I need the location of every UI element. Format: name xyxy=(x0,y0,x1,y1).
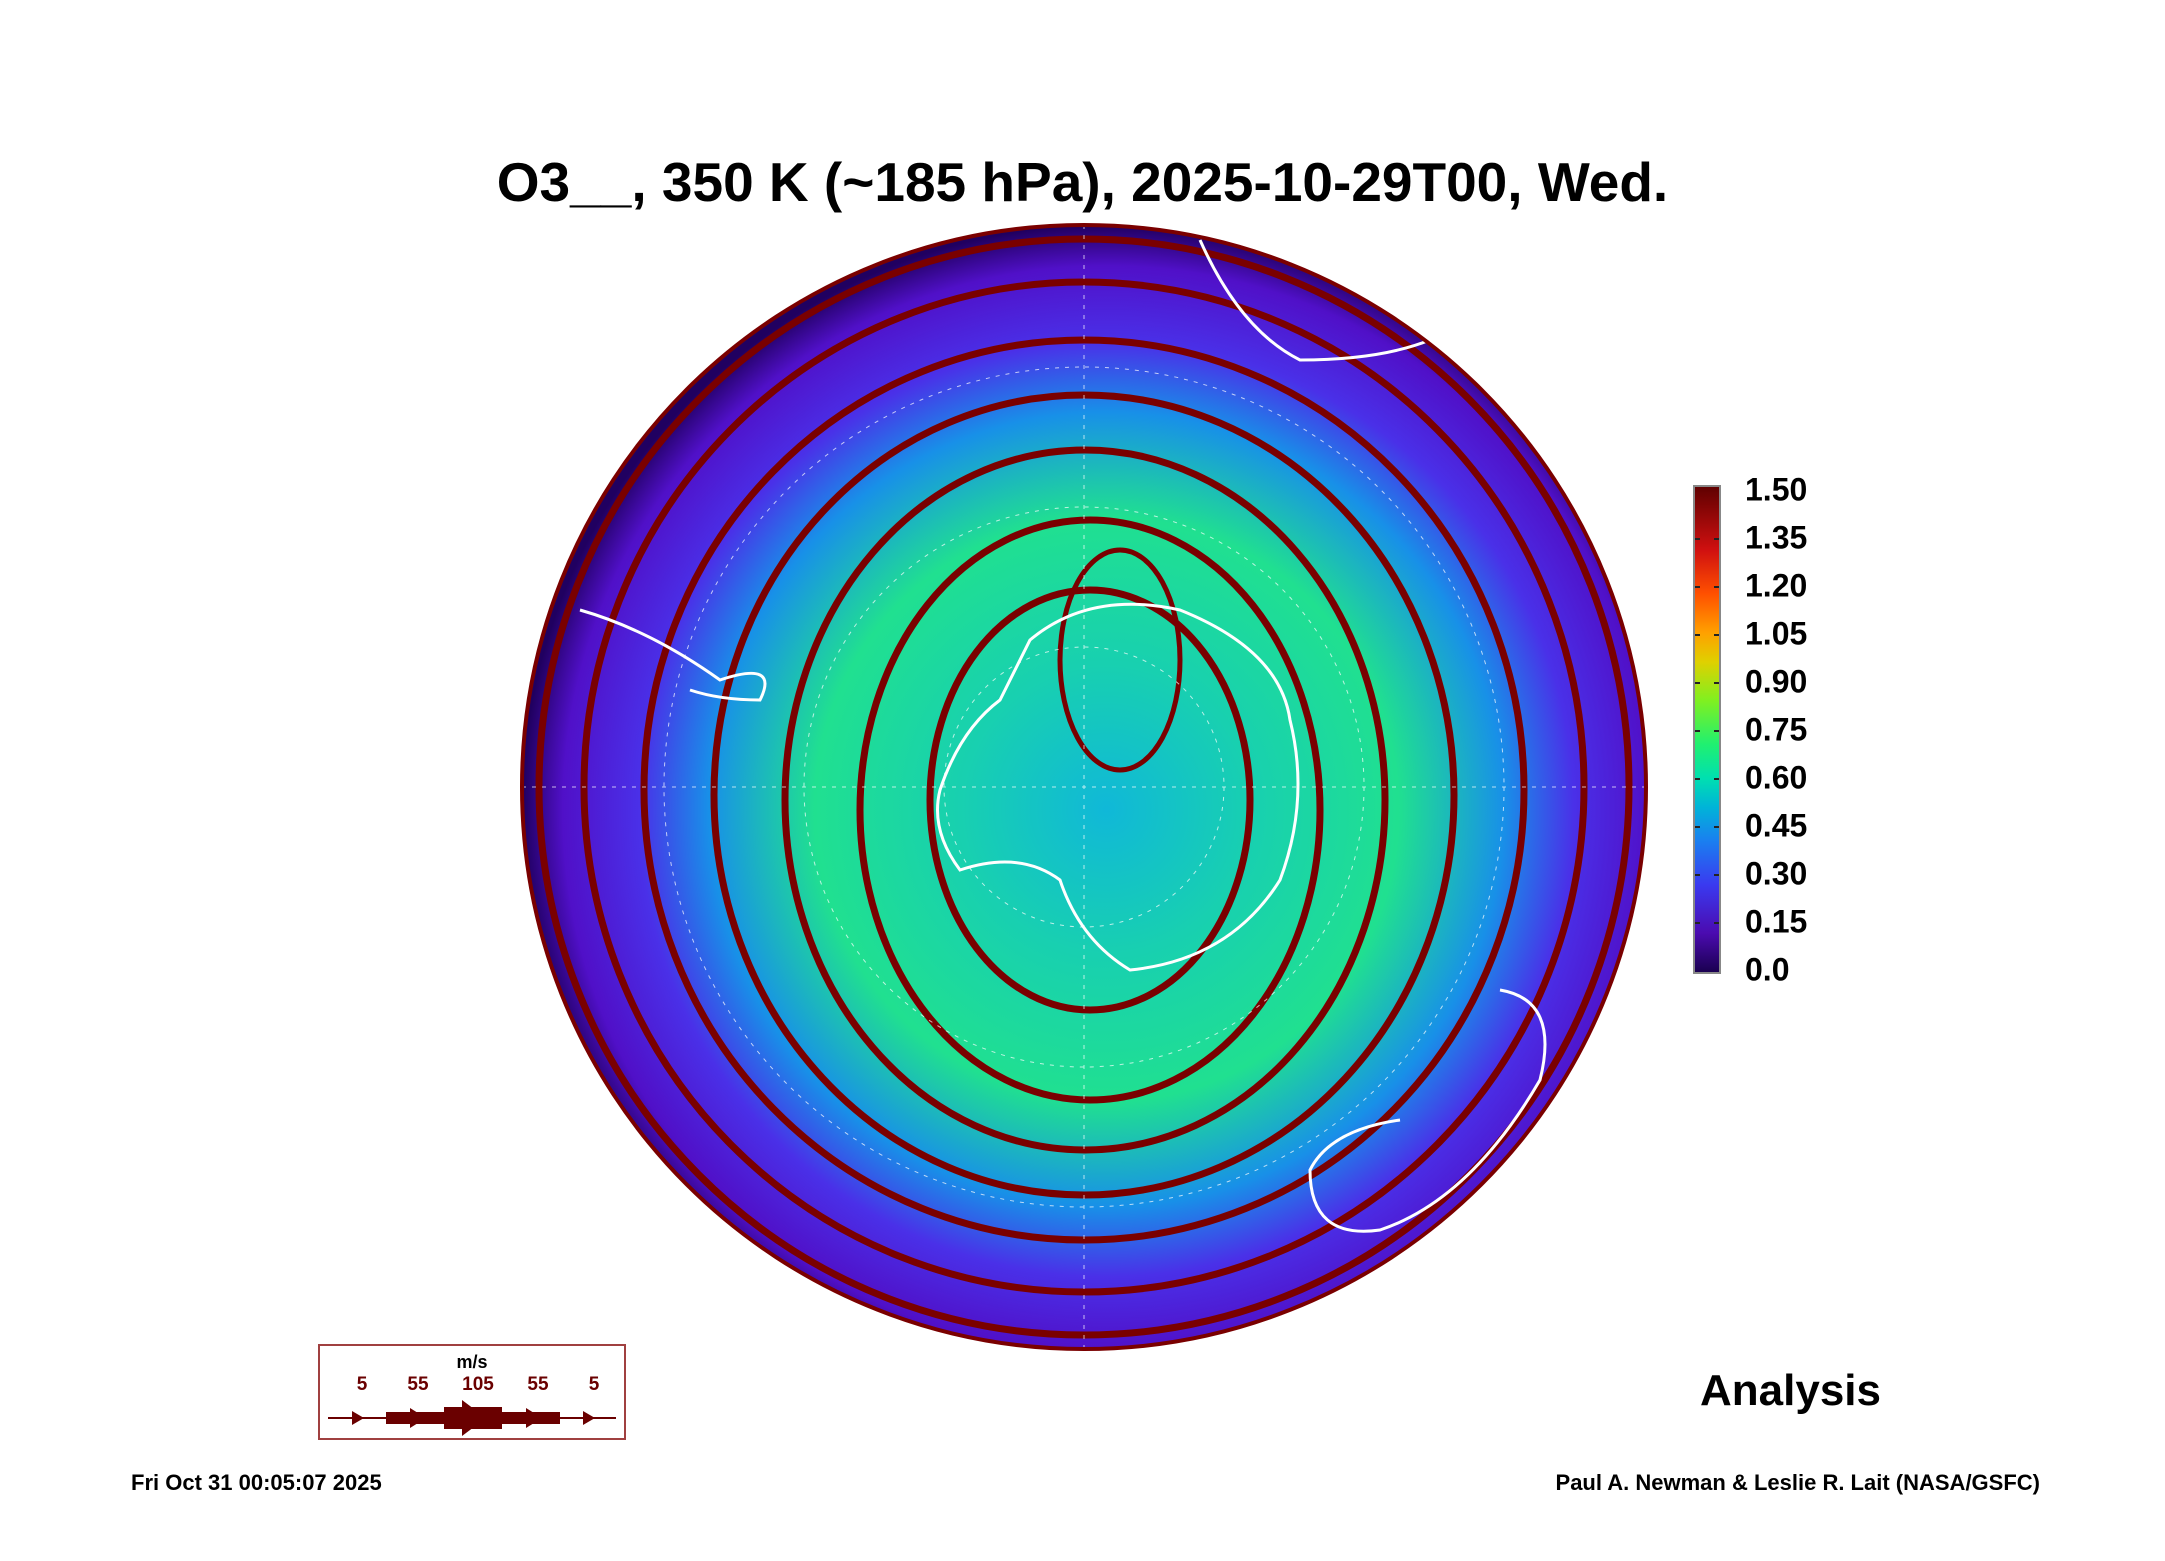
colorbar-tick-label: 0.0 xyxy=(1745,951,1790,988)
colorbar-tick-label: 1.20 xyxy=(1745,567,1808,604)
wind-label: 5 xyxy=(588,1374,600,1395)
streamline xyxy=(781,446,1389,1154)
colorbar xyxy=(1693,485,1721,974)
streamline xyxy=(640,336,1528,1244)
wind-label: 105 xyxy=(462,1374,494,1395)
colorbar-tick-label: 0.60 xyxy=(1745,759,1808,796)
colorbar-tick-label: 0.75 xyxy=(1745,711,1808,748)
wind-unit-label: m/s xyxy=(456,1352,488,1372)
graticule xyxy=(522,225,1646,1349)
colorbar-tick-label: 1.50 xyxy=(1745,471,1808,508)
colorbar-tick-label: 0.30 xyxy=(1745,855,1808,892)
wind-arrow-scale xyxy=(328,1400,616,1436)
wind-label: 5 xyxy=(356,1374,368,1395)
colorbar-tick-label: 0.45 xyxy=(1745,807,1808,844)
streamline xyxy=(856,516,1324,1104)
colorbar-tick-label: 0.15 xyxy=(1745,903,1808,940)
timestamp: Fri Oct 31 00:05:07 2025 xyxy=(131,1470,382,1495)
analysis-label: Analysis xyxy=(1700,1366,1881,1415)
wind-speed-legend: m/s 5 55 105 55 5 xyxy=(318,1344,626,1440)
wind-label: 55 xyxy=(407,1374,429,1395)
coastlines xyxy=(579,239,1547,1233)
colorbar-tick-label: 0.90 xyxy=(1745,663,1808,700)
colorbar-tick-label: 1.05 xyxy=(1745,615,1808,652)
colorbar-tick-label: 1.35 xyxy=(1745,519,1808,556)
credit: Paul A. Newman & Leslie R. Lait (NASA/GS… xyxy=(1555,1470,2040,1495)
map-border xyxy=(520,223,1648,1351)
wind-label: 55 xyxy=(527,1374,549,1395)
streamline xyxy=(926,586,1254,1014)
plot-title: O3__, 350 K (~185 hPa), 2025-10-29T00, W… xyxy=(496,151,1669,213)
streamline xyxy=(1057,547,1183,773)
